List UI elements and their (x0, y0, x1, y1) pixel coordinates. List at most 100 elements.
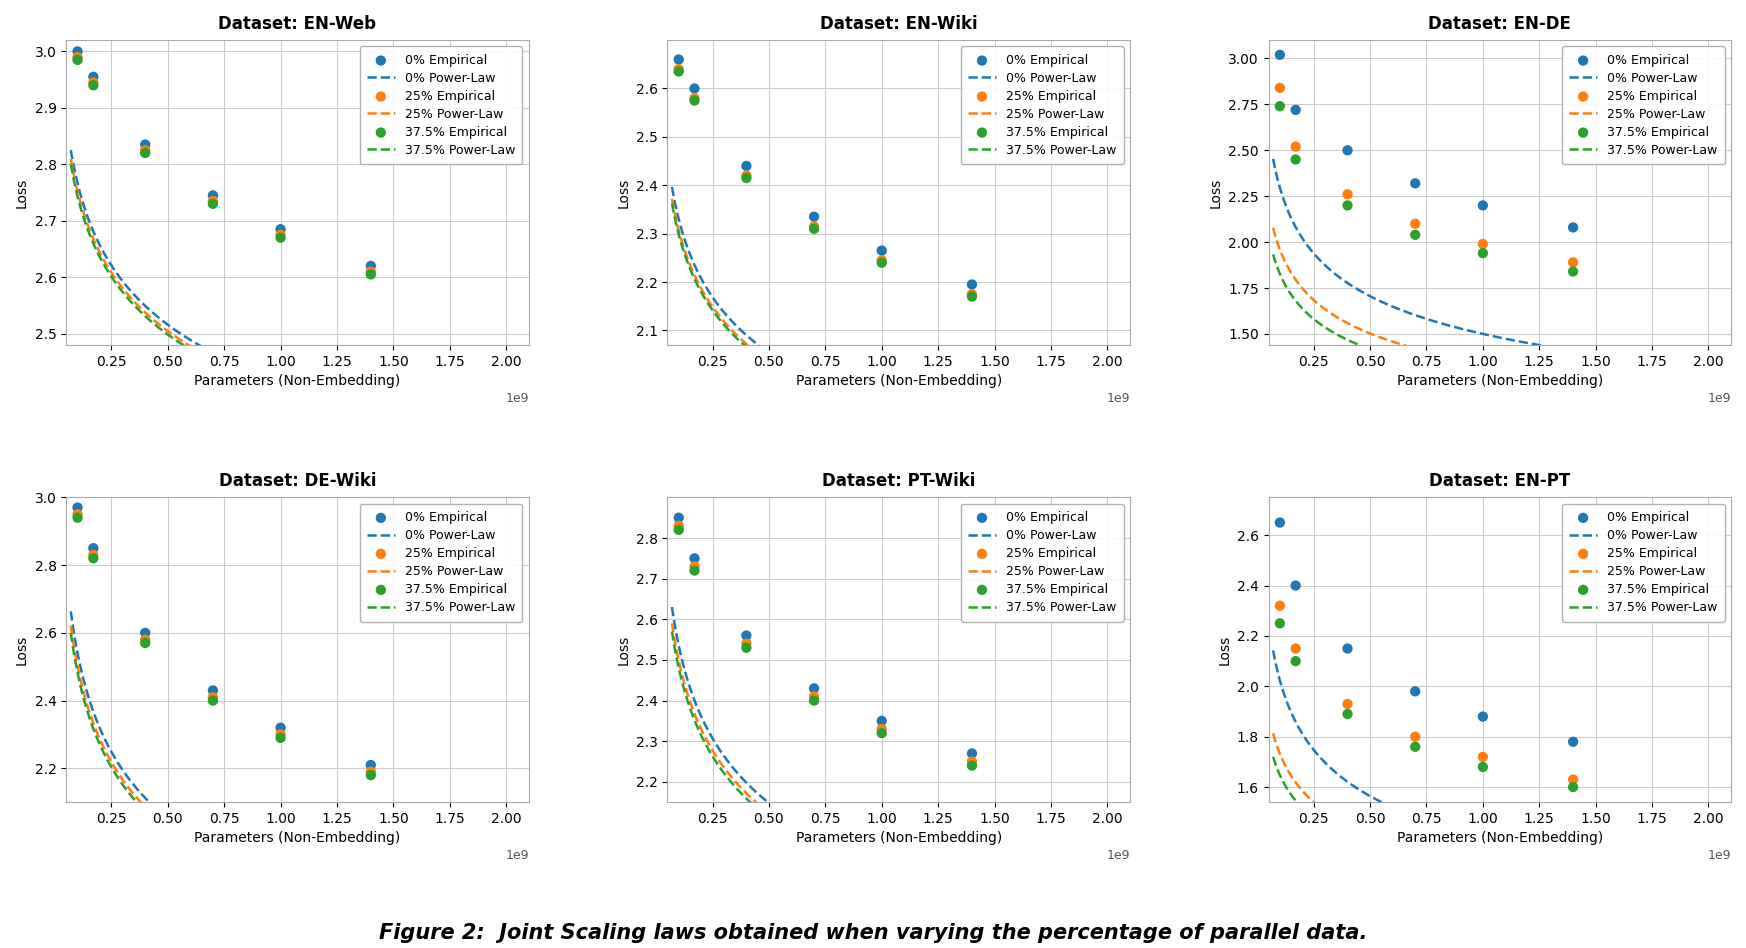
Point (868, 243, 896, 258)
Point (199, 193, 227, 209)
Point (356, 757, 384, 773)
Point (1266, 515, 1294, 530)
Point (131, 626, 159, 641)
Point (959, 746, 986, 761)
X-axis label: Parameters (Non-Embedding): Parameters (Non-Embedding) (194, 831, 400, 846)
Title: Dataset: PT-Wiki: Dataset: PT-Wiki (822, 472, 976, 490)
Point (79, 551, 107, 566)
Point (356, 259, 384, 274)
Point (1468, 749, 1496, 764)
Point (681, 559, 709, 574)
Point (665, 62, 693, 77)
Point (1334, 198, 1362, 213)
Point (1402, 175, 1430, 191)
Point (63, 44, 91, 59)
Point (356, 764, 384, 779)
Point (79, 540, 107, 556)
Point (1402, 228, 1430, 243)
Point (267, 228, 295, 243)
Y-axis label: Loss: Loss (16, 634, 30, 665)
Point (681, 551, 709, 566)
Point (1282, 102, 1310, 118)
Legend: 0% Empirical, 0% Power-Law, 25% Empirical, 25% Power-Law, 37.5% Empirical, 37.5%: 0% Empirical, 0% Power-Law, 25% Empirica… (1563, 46, 1725, 164)
Point (1282, 578, 1310, 593)
Y-axis label: Loss: Loss (616, 634, 630, 665)
Text: 1e9: 1e9 (1708, 849, 1730, 863)
Point (1468, 709, 1496, 724)
Point (131, 635, 159, 650)
Title: Dataset: EN-Web: Dataset: EN-Web (218, 15, 377, 33)
Point (131, 632, 159, 647)
Point (681, 563, 709, 578)
Point (800, 219, 828, 234)
Point (1468, 246, 1496, 261)
Point (199, 693, 227, 708)
Title: Dataset: EN-Wiki: Dataset: EN-Wiki (821, 15, 978, 33)
Point (681, 81, 709, 96)
Point (267, 222, 295, 237)
Point (959, 277, 986, 292)
Point (665, 522, 693, 538)
Point (665, 52, 693, 67)
Point (1334, 187, 1362, 202)
Point (79, 75, 107, 90)
Point (681, 91, 709, 106)
Point (800, 221, 828, 236)
Point (800, 210, 828, 225)
Point (732, 640, 760, 655)
Point (959, 758, 986, 774)
Title: Dataset: EN-DE: Dataset: EN-DE (1428, 15, 1571, 33)
Point (1559, 734, 1587, 749)
Title: Dataset: DE-Wiki: Dataset: DE-Wiki (218, 472, 375, 490)
Legend: 0% Empirical, 0% Power-Law, 25% Empirical, 25% Power-Law, 37.5% Empirical, 37.5%: 0% Empirical, 0% Power-Law, 25% Empirica… (960, 503, 1124, 622)
Point (959, 286, 986, 301)
Point (1266, 81, 1294, 96)
Point (199, 683, 227, 698)
Point (1334, 697, 1362, 712)
Point (732, 628, 760, 643)
Point (356, 768, 384, 783)
Point (1468, 198, 1496, 213)
Point (732, 171, 760, 186)
Point (267, 727, 295, 742)
X-axis label: Parameters (Non-Embedding): Parameters (Non-Embedding) (796, 374, 1002, 389)
Point (131, 145, 159, 160)
Point (1266, 598, 1294, 613)
Point (959, 289, 986, 304)
X-axis label: Parameters (Non-Embedding): Parameters (Non-Embedding) (796, 831, 1002, 846)
Point (959, 754, 986, 769)
Point (79, 69, 107, 84)
Text: Figure 2:  Joint Scaling laws obtained when varying the percentage of parallel d: Figure 2: Joint Scaling laws obtained wh… (379, 923, 1367, 943)
X-axis label: Parameters (Non-Embedding): Parameters (Non-Embedding) (1397, 374, 1603, 389)
Point (1468, 759, 1496, 775)
Point (199, 196, 227, 211)
Point (1282, 653, 1310, 668)
Legend: 0% Empirical, 0% Power-Law, 25% Empirical, 25% Power-Law, 37.5% Empirical, 37.5%: 0% Empirical, 0% Power-Law, 25% Empirica… (960, 46, 1124, 164)
Point (1559, 772, 1587, 787)
Point (79, 78, 107, 93)
Point (1402, 729, 1430, 744)
Point (79, 547, 107, 562)
Point (1402, 684, 1430, 699)
Point (63, 510, 91, 525)
Legend: 0% Empirical, 0% Power-Law, 25% Empirical, 25% Power-Law, 37.5% Empirical, 37.5%: 0% Empirical, 0% Power-Law, 25% Empirica… (360, 503, 522, 622)
Text: 1e9: 1e9 (505, 392, 529, 405)
Point (1334, 706, 1362, 721)
Point (267, 730, 295, 745)
Y-axis label: Loss: Loss (1208, 177, 1222, 208)
Point (732, 636, 760, 651)
Point (681, 93, 709, 108)
Point (267, 720, 295, 736)
Point (131, 142, 159, 157)
Point (665, 64, 693, 79)
Point (1559, 255, 1587, 270)
Point (267, 230, 295, 246)
Point (1559, 264, 1587, 279)
Point (1468, 236, 1496, 251)
Point (1266, 47, 1294, 63)
Text: 1e9: 1e9 (1107, 392, 1130, 405)
Point (868, 713, 896, 728)
Point (63, 507, 91, 522)
Point (356, 266, 384, 282)
Point (1282, 152, 1310, 167)
